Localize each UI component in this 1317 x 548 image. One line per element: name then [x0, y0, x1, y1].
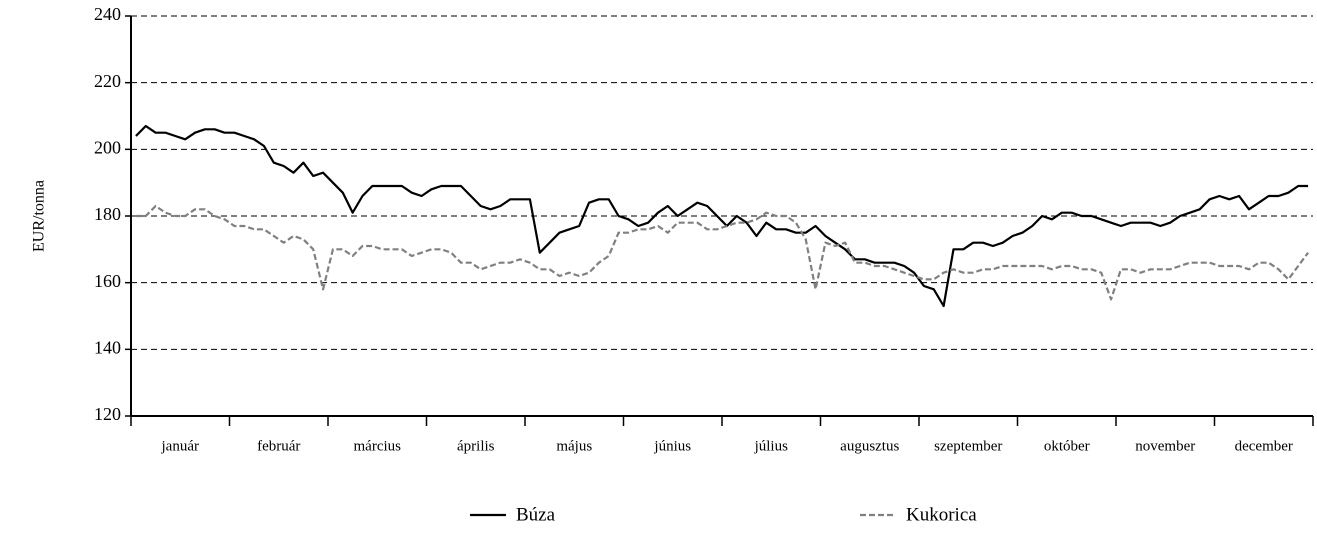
x-tick-label: december	[1235, 438, 1293, 454]
y-tick-label: 120	[94, 404, 121, 424]
x-tick-label: május	[556, 438, 592, 454]
y-axis-label: EUR/tonna	[31, 180, 48, 252]
x-tick-label: szeptember	[934, 438, 1002, 454]
x-tick-label: október	[1044, 438, 1090, 454]
y-tick-label: 140	[94, 337, 121, 357]
y-tick-label: 180	[94, 204, 121, 224]
y-tick-label: 240	[94, 4, 121, 24]
legend-label: Búza	[516, 504, 556, 525]
line-series	[135, 124, 1309, 308]
x-tick-label: július	[754, 438, 789, 454]
y-tick-label: 200	[94, 137, 121, 157]
x-tick-label: március	[354, 438, 402, 454]
y-tick-label: 160	[94, 271, 121, 291]
x-tick-label: augusztus	[840, 438, 899, 454]
x-tick-label: június	[653, 438, 691, 454]
x-tick-label: november	[1135, 438, 1195, 454]
legend-label: Kukorica	[906, 504, 977, 525]
x-tick-label: január	[161, 438, 199, 454]
y-tick-label: 220	[94, 71, 121, 91]
line-series	[135, 204, 1309, 301]
x-tick-label: február	[257, 438, 300, 454]
x-tick-label: április	[457, 438, 495, 454]
